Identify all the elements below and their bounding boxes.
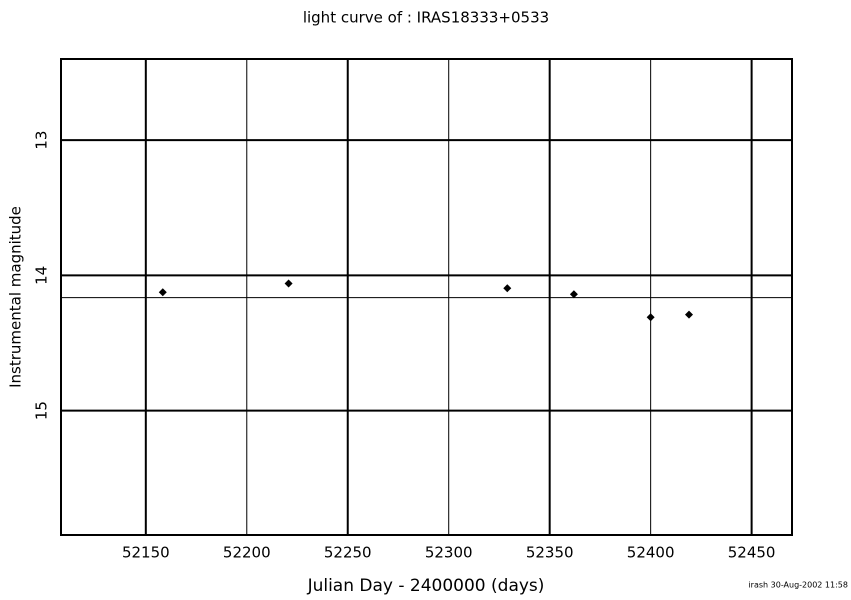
data-point [158,288,167,297]
x-tick-label: 52250 [324,544,372,562]
data-point [569,290,578,299]
x-tick-label: 52150 [122,544,170,562]
x-tick-label: 52350 [526,544,574,562]
x-tick-label: 52300 [425,544,473,562]
data-point [646,313,655,322]
x-tick-label: 52400 [627,544,675,562]
chart-title: light curve of : IRAS18333+0533 [303,9,549,27]
x-tick-label: 52200 [223,544,271,562]
x-tick-label: 52450 [728,544,776,562]
data-point [284,279,293,288]
y-tick-label: 15 [33,401,51,420]
data-point [685,310,694,319]
y-axis-label: Instrumental magnitude [7,206,25,388]
footer: irash 30-Aug-2002 11:58 [748,581,848,590]
y-tick-label: 13 [33,131,51,150]
plot-frame [60,58,793,536]
x-axis-label: Julian Day - 2400000 (days) [307,576,545,596]
y-tick-label: 14 [33,266,51,285]
data-point [503,284,512,293]
